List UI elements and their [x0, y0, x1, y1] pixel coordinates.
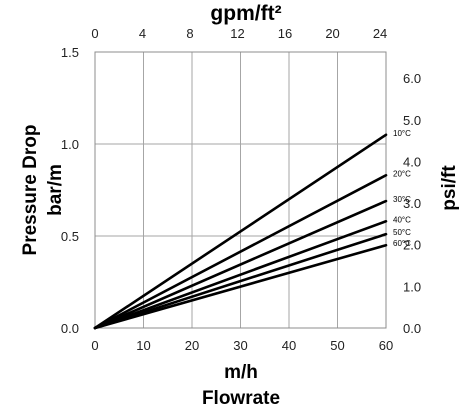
x-tick-label: 50: [330, 338, 344, 353]
x-axis-unit-label: m/h: [224, 362, 258, 383]
series-line: [93, 173, 388, 330]
series-lines: [93, 133, 388, 330]
y-tick-label: 0.5: [61, 229, 79, 244]
x-tick-label: 10: [136, 338, 150, 353]
top-x-tick-label: 20: [325, 26, 339, 41]
right-y-tick-label: 1.0: [403, 279, 421, 294]
top-x-tick-label: 24: [373, 26, 387, 41]
y-tick-labels: 0.0 0.5 1.0 1.5: [61, 45, 79, 336]
x-tick-label: 0: [91, 338, 98, 353]
x-tick-label: 20: [185, 338, 199, 353]
x-tick-labels: 0 10 20 30 40 50 60: [91, 338, 393, 353]
plot-frame: [94, 51, 387, 329]
right-y-tick-labels: 0.0 1.0 2.0 3.0 4.0 5.0 6.0: [403, 71, 421, 336]
series-label: 50°C: [393, 228, 411, 237]
x-axis-title: Flowrate: [202, 388, 280, 408]
top-x-axis-title: gpm/ft²: [210, 2, 281, 25]
right-y-tick-label: 5.0: [403, 113, 421, 128]
series-line: [93, 199, 388, 330]
series-label: 10°C: [393, 129, 411, 138]
series-line: [93, 133, 388, 330]
y-axis-unit-label: bar/m: [45, 164, 66, 216]
top-x-tick-label: 8: [186, 26, 193, 41]
series-label: 60°C: [393, 239, 411, 248]
x-tick-label: 40: [282, 338, 296, 353]
x-tick-label: 60: [379, 338, 393, 353]
y-axis-title: Pressure Drop: [20, 125, 41, 256]
x-tick-label: 30: [233, 338, 247, 353]
y-tick-label: 1.0: [61, 137, 79, 152]
right-y-tick-label: 6.0: [403, 71, 421, 86]
top-x-tick-label: 0: [91, 26, 98, 41]
series-labels: 10°C 20°C 30°C 40°C 50°C 60°C: [393, 129, 411, 248]
series-line: [93, 232, 388, 330]
series-line: [93, 243, 388, 330]
top-x-tick-label: 4: [139, 26, 146, 41]
series-label: 20°C: [393, 169, 411, 178]
top-x-tick-labels: 0 4 8 12 16 20 24: [91, 26, 387, 41]
series-line: [93, 219, 388, 330]
top-x-tick-label: 12: [230, 26, 244, 41]
right-y-axis-title: psi/ft: [439, 165, 460, 211]
top-x-tick-label: 16: [278, 26, 292, 41]
right-y-tick-label: 4.0: [403, 154, 421, 169]
right-y-tick-label: 3.0: [403, 196, 421, 211]
right-y-tick-label: 2.0: [403, 238, 421, 253]
series-label: 40°C: [393, 215, 411, 224]
y-tick-label: 1.5: [61, 45, 79, 60]
right-y-tick-label: 0.0: [403, 321, 421, 336]
y-tick-label: 0.0: [61, 321, 79, 336]
series-label: 30°C: [393, 195, 411, 204]
